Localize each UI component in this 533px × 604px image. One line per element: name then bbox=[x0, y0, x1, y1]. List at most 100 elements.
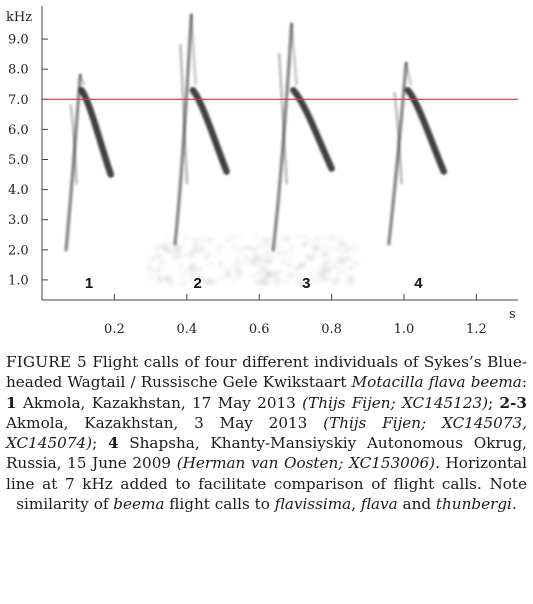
noise-speck bbox=[253, 250, 258, 253]
noise-speck bbox=[176, 263, 182, 266]
noise-speck bbox=[273, 271, 278, 273]
noise-speck bbox=[175, 248, 181, 250]
noise-speck bbox=[164, 267, 168, 269]
noise-speck bbox=[256, 274, 260, 277]
noise-speck bbox=[263, 259, 269, 262]
noise-speck bbox=[176, 259, 179, 262]
noise-speck bbox=[317, 237, 320, 240]
noise-speck bbox=[168, 280, 175, 284]
noise-speck bbox=[323, 245, 327, 248]
noise-speck bbox=[226, 238, 229, 241]
noise-speck bbox=[206, 281, 211, 284]
noise-speck bbox=[181, 275, 185, 278]
noise-speck bbox=[297, 263, 304, 267]
caption-text: , bbox=[351, 495, 361, 514]
noise-speck bbox=[287, 238, 290, 240]
noise-speck bbox=[205, 255, 209, 258]
noise-speck bbox=[270, 280, 277, 282]
noise-speck bbox=[189, 267, 192, 271]
noise-speck bbox=[332, 265, 338, 268]
noise-speck bbox=[225, 282, 228, 285]
noise-speck bbox=[200, 247, 205, 251]
noise-speck bbox=[281, 253, 287, 256]
noise-speck bbox=[158, 245, 166, 248]
noise-speck bbox=[277, 278, 281, 281]
noise-speck bbox=[200, 236, 203, 239]
noise-speck bbox=[341, 250, 348, 253]
noise-speck bbox=[256, 256, 264, 259]
noise-speck bbox=[157, 268, 162, 271]
noise-speck bbox=[210, 262, 213, 266]
noise-speck bbox=[180, 245, 187, 247]
noise-speck bbox=[346, 281, 353, 285]
noise-speck bbox=[247, 261, 252, 263]
noise-speck bbox=[174, 252, 181, 256]
noise-speck bbox=[217, 251, 222, 253]
noise-speck bbox=[261, 267, 266, 270]
noise-speck bbox=[219, 277, 224, 280]
noise-speck bbox=[313, 251, 316, 253]
noise-speck bbox=[249, 258, 256, 261]
noise-speck bbox=[349, 277, 354, 281]
noise-speck bbox=[217, 266, 223, 268]
y-tick-label: 4.0 bbox=[8, 183, 29, 198]
y-tick-label: 3.0 bbox=[8, 213, 29, 228]
noise-speck bbox=[231, 245, 238, 249]
noise-speck bbox=[330, 238, 334, 242]
noise-speck bbox=[257, 261, 264, 264]
noise-speck bbox=[285, 280, 288, 284]
noise-speck bbox=[330, 236, 336, 239]
noise-speck bbox=[339, 244, 342, 246]
call-main-sweep bbox=[78, 87, 115, 178]
noise-speck bbox=[148, 276, 153, 279]
noise-speck bbox=[183, 253, 187, 256]
noise-speck bbox=[287, 273, 292, 276]
noise-speck bbox=[193, 249, 200, 252]
noise-speck bbox=[286, 249, 289, 252]
noise-speck bbox=[168, 242, 173, 245]
noise-speck bbox=[320, 256, 324, 259]
x-tick-label: 0.6 bbox=[249, 322, 270, 337]
call-secondary-streak bbox=[393, 92, 403, 185]
noise-speck bbox=[189, 251, 195, 254]
noise-speck bbox=[199, 279, 207, 282]
noise-speck bbox=[325, 269, 333, 272]
noise-speck bbox=[337, 269, 340, 272]
call-number-label: 1 bbox=[85, 275, 93, 292]
call-rising-streak bbox=[271, 22, 294, 252]
noise-speck bbox=[319, 265, 325, 268]
noise-speck bbox=[262, 276, 269, 280]
noise-speck bbox=[180, 266, 184, 269]
noise-speck bbox=[167, 250, 172, 253]
noise-speck bbox=[252, 248, 255, 250]
noise-speck bbox=[301, 263, 306, 266]
noise-speck bbox=[329, 260, 335, 262]
noise-speck bbox=[156, 253, 163, 257]
noise-speck bbox=[231, 236, 237, 239]
caption-text: . Horizontal line at 7 kHz added to faci… bbox=[6, 454, 527, 514]
noise-speck bbox=[175, 250, 178, 253]
noise-speck bbox=[216, 245, 224, 249]
noise-speck bbox=[181, 276, 185, 279]
noise-speck bbox=[321, 252, 327, 255]
x-tick-label: 1.2 bbox=[466, 322, 487, 337]
noise-speck bbox=[231, 282, 235, 284]
species-name: Motacilla flava beema bbox=[351, 373, 522, 392]
noise-speck bbox=[159, 261, 166, 263]
call-rising-streak bbox=[173, 13, 193, 246]
noise-speck bbox=[271, 251, 275, 254]
noise-speck bbox=[225, 273, 232, 276]
noise-speck bbox=[304, 272, 308, 275]
noise-speck bbox=[327, 247, 331, 249]
noise-speck bbox=[322, 266, 329, 269]
noise-speck bbox=[227, 269, 231, 273]
noise-speck bbox=[319, 272, 327, 275]
noise-speck bbox=[218, 261, 223, 264]
noise-speck bbox=[158, 276, 161, 279]
noise-speck bbox=[237, 251, 241, 254]
noise-speck bbox=[329, 254, 333, 256]
figure-caption: FIGURE 5 Flight calls of four different … bbox=[6, 352, 527, 514]
noise-speck bbox=[260, 280, 267, 283]
caption-text: Flight calls of four different individua… bbox=[6, 353, 528, 392]
noise-speck bbox=[203, 257, 209, 259]
